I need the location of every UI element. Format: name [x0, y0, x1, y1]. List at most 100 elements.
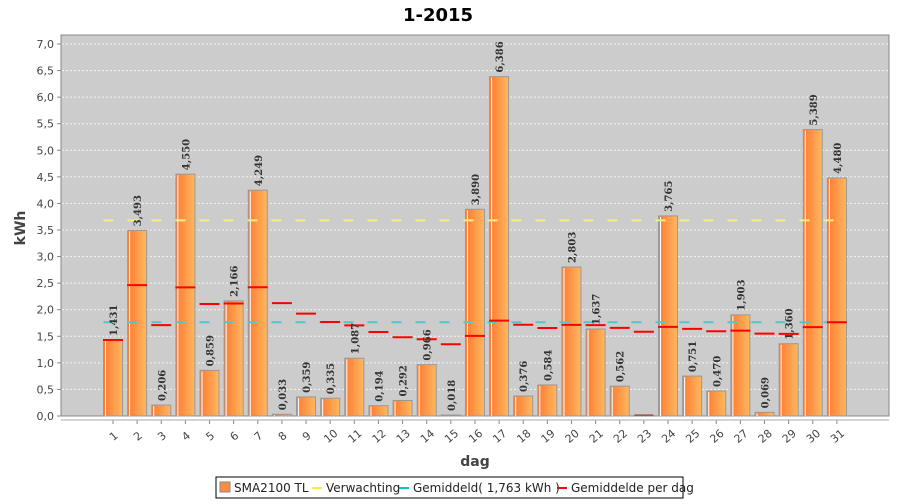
- value-label: 4,550: [181, 139, 192, 170]
- value-label: 4,249: [254, 155, 265, 186]
- x-tick-label: 25: [683, 427, 702, 446]
- x-tick-label: 4: [179, 429, 193, 443]
- value-label: 3,890: [471, 174, 482, 205]
- value-label: 0,470: [712, 356, 723, 387]
- y-tick-label: 7,0: [37, 38, 55, 51]
- bar: [368, 405, 389, 417]
- value-label: 6,386: [495, 41, 506, 72]
- legend-label-bar: SMA2100 TL: [234, 481, 309, 495]
- value-label: 0,206: [157, 370, 168, 401]
- value-label: 0,359: [302, 362, 313, 393]
- value-label: 2,803: [567, 232, 578, 263]
- y-axis-label: kWh: [13, 211, 29, 246]
- bar: [223, 300, 244, 417]
- x-tick-label: 18: [514, 427, 533, 446]
- legend-label-per-dag: Gemiddelde per dag: [571, 481, 694, 495]
- bar: [103, 339, 123, 417]
- x-tick-label: 20: [563, 427, 582, 446]
- bar: [271, 413, 292, 417]
- value-label: 0,033: [278, 379, 289, 410]
- bar: [754, 411, 775, 417]
- bar: [296, 396, 317, 417]
- bar: [344, 357, 365, 417]
- value-label: 3,765: [664, 181, 675, 212]
- x-tick-label: 17: [490, 427, 509, 446]
- y-tick-label: 4,5: [37, 171, 55, 184]
- y-tick-label: 3,0: [37, 251, 55, 264]
- x-tick-label: 7: [252, 429, 266, 443]
- y-tick-label: 0,0: [37, 410, 55, 423]
- x-tick-label: 12: [370, 427, 389, 446]
- y-tick-label: 5,0: [37, 144, 55, 157]
- value-label: 0,018: [447, 380, 458, 411]
- bar: [175, 173, 196, 417]
- bar: [730, 314, 751, 417]
- x-tick-label: 23: [635, 427, 654, 446]
- value-label: 2,166: [230, 266, 241, 297]
- value-label: 1,637: [592, 294, 603, 325]
- value-label: 0,584: [543, 350, 554, 381]
- bar: [778, 343, 799, 417]
- bar: [682, 375, 703, 417]
- x-tick-label: 1: [107, 429, 121, 443]
- bar: [320, 397, 341, 417]
- value-label: 1,431: [109, 305, 120, 336]
- value-label: 0,376: [519, 361, 530, 392]
- y-tick-label: 5,5: [37, 118, 55, 131]
- x-tick-label: 11: [346, 427, 365, 446]
- value-label: 5,389: [809, 94, 820, 125]
- bar: [706, 390, 727, 417]
- x-tick-label: 30: [804, 427, 823, 446]
- value-label: 1,087: [350, 323, 361, 354]
- x-tick-label: 31: [828, 427, 847, 446]
- value-label: 0,194: [374, 370, 385, 401]
- bar: [537, 384, 558, 417]
- x-tick-label: 24: [659, 427, 678, 446]
- x-tick-label: 29: [780, 427, 799, 446]
- bar: [561, 266, 582, 417]
- value-label: 0,859: [206, 335, 217, 366]
- y-tick-label: 0,5: [37, 383, 55, 396]
- x-tick-label: 13: [394, 427, 413, 446]
- value-label: 0,292: [399, 365, 410, 396]
- value-label: 0,335: [326, 363, 337, 394]
- y-tick-label: 3,5: [37, 224, 55, 237]
- value-label: 0,562: [616, 351, 627, 382]
- x-tick-label: 3: [155, 429, 169, 443]
- x-tick-label: 5: [203, 429, 217, 443]
- y-tick-label: 2,0: [37, 304, 55, 317]
- x-tick-label: 8: [276, 429, 290, 443]
- bar: [657, 215, 678, 417]
- y-tick-label: 1,5: [37, 330, 55, 343]
- x-tick-label: 9: [300, 429, 314, 443]
- value-label: 0,751: [688, 341, 699, 372]
- bar: [464, 208, 485, 417]
- bar: [392, 399, 413, 417]
- bar: [826, 177, 847, 417]
- bar: [609, 385, 630, 417]
- legend: SMA2100 TL Verwachting Gemiddeld( 1,763 …: [215, 476, 694, 499]
- value-label: 4,480: [833, 143, 844, 174]
- y-tick-label: 2,5: [37, 277, 55, 290]
- bar: [802, 129, 823, 417]
- legend-swatch-bar: [219, 481, 231, 493]
- x-tick-label: 28: [756, 427, 775, 446]
- x-tick-label: 26: [707, 427, 726, 446]
- bar: [199, 369, 220, 417]
- bar: [440, 414, 461, 417]
- x-tick-label: 6: [228, 429, 242, 443]
- y-tick-label: 1,0: [37, 357, 55, 370]
- x-tick-label: 10: [321, 427, 340, 446]
- x-tick-label: 15: [442, 427, 461, 446]
- value-label: 1,903: [736, 280, 747, 311]
- y-tick-label: 6,5: [37, 65, 55, 78]
- bar: [416, 364, 437, 417]
- legend-label-verwachting: Verwachting: [326, 481, 400, 495]
- value-label: 3,493: [133, 195, 144, 226]
- bar: [489, 76, 510, 417]
- bar: [151, 404, 172, 417]
- x-axis-label: dag: [460, 454, 490, 470]
- x-tick-label: 16: [466, 427, 485, 446]
- y-tick-label: 6,0: [37, 91, 55, 104]
